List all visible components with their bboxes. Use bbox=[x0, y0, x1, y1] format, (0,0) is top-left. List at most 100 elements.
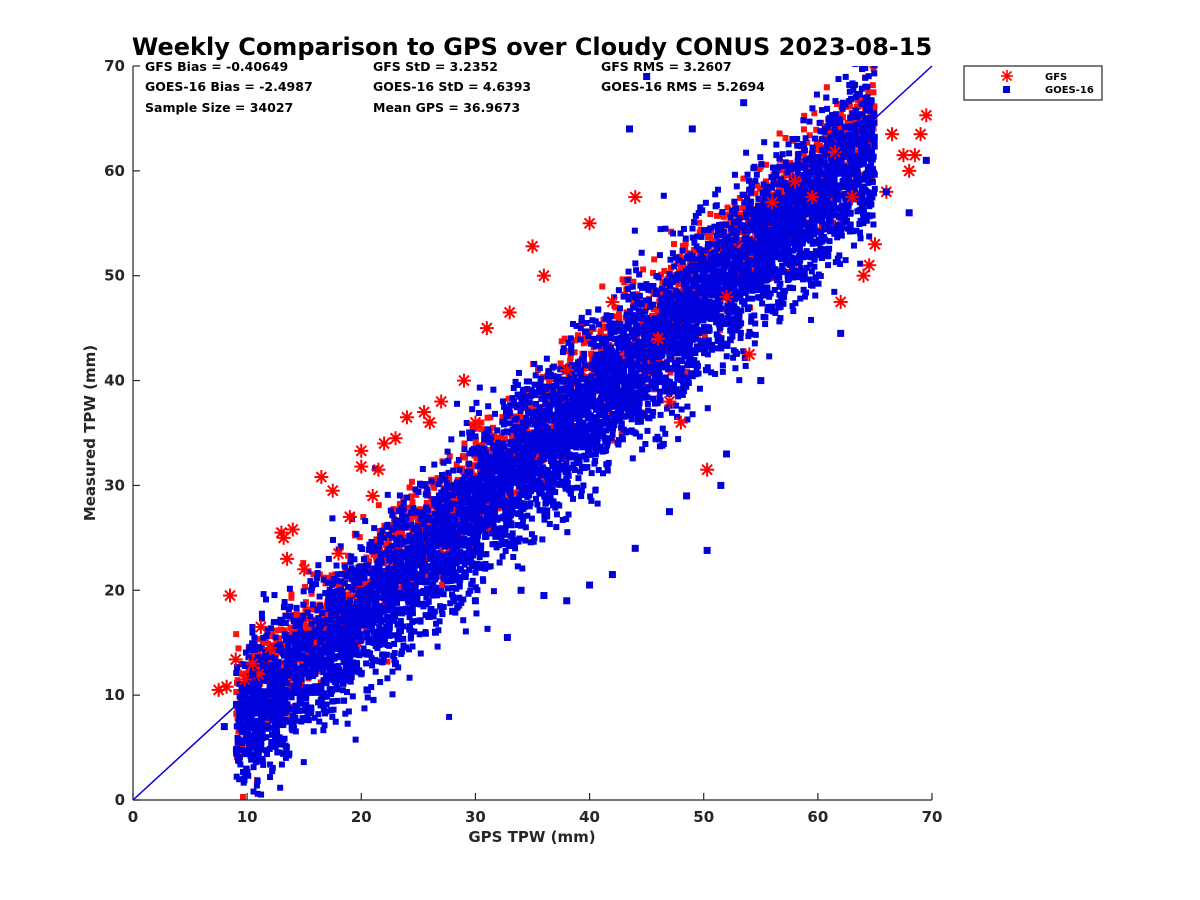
goes-point bbox=[522, 397, 529, 404]
gfs-point bbox=[327, 574, 334, 581]
gfs-point bbox=[714, 212, 721, 219]
goes-point bbox=[338, 578, 345, 585]
goes-point bbox=[583, 429, 590, 436]
goes-point bbox=[309, 581, 316, 588]
goes-point bbox=[824, 140, 831, 147]
gfs-point bbox=[280, 661, 287, 668]
gfs-point bbox=[439, 581, 446, 588]
goes-point bbox=[625, 268, 632, 275]
goes-point bbox=[249, 629, 256, 636]
gfs-point bbox=[501, 436, 508, 443]
gfs-point bbox=[288, 594, 295, 601]
goes-point bbox=[315, 615, 322, 622]
gfs-point bbox=[453, 461, 460, 468]
goes-point bbox=[582, 362, 589, 369]
goes-point bbox=[774, 277, 781, 284]
goes-point bbox=[404, 538, 411, 545]
goes-point bbox=[317, 702, 324, 709]
goes-point bbox=[353, 630, 360, 637]
gfs-point bbox=[343, 596, 350, 603]
goes-point bbox=[624, 286, 631, 293]
goes-point bbox=[466, 566, 473, 573]
goes-point bbox=[714, 227, 721, 234]
gfs-point bbox=[495, 505, 502, 512]
gfs-point bbox=[296, 613, 303, 620]
gfs-point bbox=[580, 340, 587, 347]
goes-point bbox=[689, 328, 696, 335]
gfs-point bbox=[763, 161, 770, 168]
goes-point bbox=[543, 473, 550, 480]
goes-point bbox=[501, 443, 508, 450]
goes-point bbox=[609, 368, 616, 375]
gfs-point bbox=[536, 462, 543, 469]
goes-point bbox=[659, 425, 666, 432]
gfs-point bbox=[776, 130, 783, 137]
goes-point bbox=[300, 759, 307, 766]
gfs-point bbox=[846, 103, 853, 110]
goes-point bbox=[578, 487, 585, 494]
goes-point bbox=[597, 351, 604, 358]
gfs-point bbox=[469, 471, 476, 478]
gfs-point bbox=[349, 593, 356, 600]
goes-point bbox=[309, 601, 316, 608]
goes-point bbox=[396, 492, 403, 499]
goes-point bbox=[733, 350, 740, 357]
goes-point bbox=[376, 624, 383, 631]
gfs-point bbox=[724, 204, 731, 211]
goes-point bbox=[783, 194, 790, 201]
goes-point bbox=[555, 373, 562, 380]
gfs-point bbox=[255, 649, 262, 656]
gfs-point bbox=[428, 510, 435, 517]
goes-point bbox=[568, 345, 575, 352]
goes-point bbox=[313, 581, 320, 588]
goes-point bbox=[728, 273, 735, 280]
goes-point bbox=[521, 500, 528, 507]
gfs-point bbox=[408, 478, 415, 485]
goes-point bbox=[853, 227, 860, 234]
gfs-point bbox=[682, 240, 689, 247]
goes-point bbox=[341, 563, 348, 570]
goes-point bbox=[242, 747, 249, 754]
goes-point bbox=[438, 568, 445, 575]
goes-point bbox=[755, 207, 762, 214]
goes-point bbox=[531, 360, 538, 367]
gfs-point bbox=[533, 405, 540, 412]
goes-point bbox=[514, 382, 521, 389]
gfs-point bbox=[445, 474, 452, 481]
gfs-point bbox=[574, 332, 581, 339]
goes-point bbox=[658, 285, 665, 292]
gfs-point bbox=[362, 626, 369, 633]
goes-point bbox=[250, 764, 257, 771]
gfs-point bbox=[701, 332, 708, 339]
gfs-point bbox=[659, 279, 666, 286]
goes-point bbox=[300, 707, 307, 714]
goes-point bbox=[748, 318, 755, 325]
goes-point bbox=[555, 442, 562, 449]
gfs-point bbox=[666, 316, 673, 323]
gfs-point bbox=[752, 190, 759, 197]
goes-point bbox=[544, 507, 551, 514]
goes-point bbox=[279, 618, 286, 625]
goes-point bbox=[828, 226, 835, 233]
gfs-point bbox=[696, 219, 703, 226]
goes-point bbox=[716, 222, 723, 229]
goes-point bbox=[515, 369, 522, 376]
goes-point bbox=[588, 497, 595, 504]
goes-point bbox=[862, 66, 869, 72]
goes-point bbox=[423, 504, 430, 511]
goes-point bbox=[652, 287, 659, 294]
goes-point bbox=[327, 617, 334, 624]
gfs-point bbox=[517, 413, 524, 420]
goes-point bbox=[563, 460, 570, 467]
gfs-point bbox=[245, 668, 252, 675]
goes-point bbox=[594, 500, 601, 507]
goes-point bbox=[560, 463, 567, 470]
goes-point bbox=[290, 618, 297, 625]
goes-point bbox=[766, 193, 773, 200]
goes-point bbox=[849, 110, 856, 117]
gfs-point bbox=[422, 573, 429, 580]
gfs-point bbox=[677, 253, 684, 260]
goes-point bbox=[683, 255, 690, 262]
gfs-point bbox=[735, 271, 742, 278]
